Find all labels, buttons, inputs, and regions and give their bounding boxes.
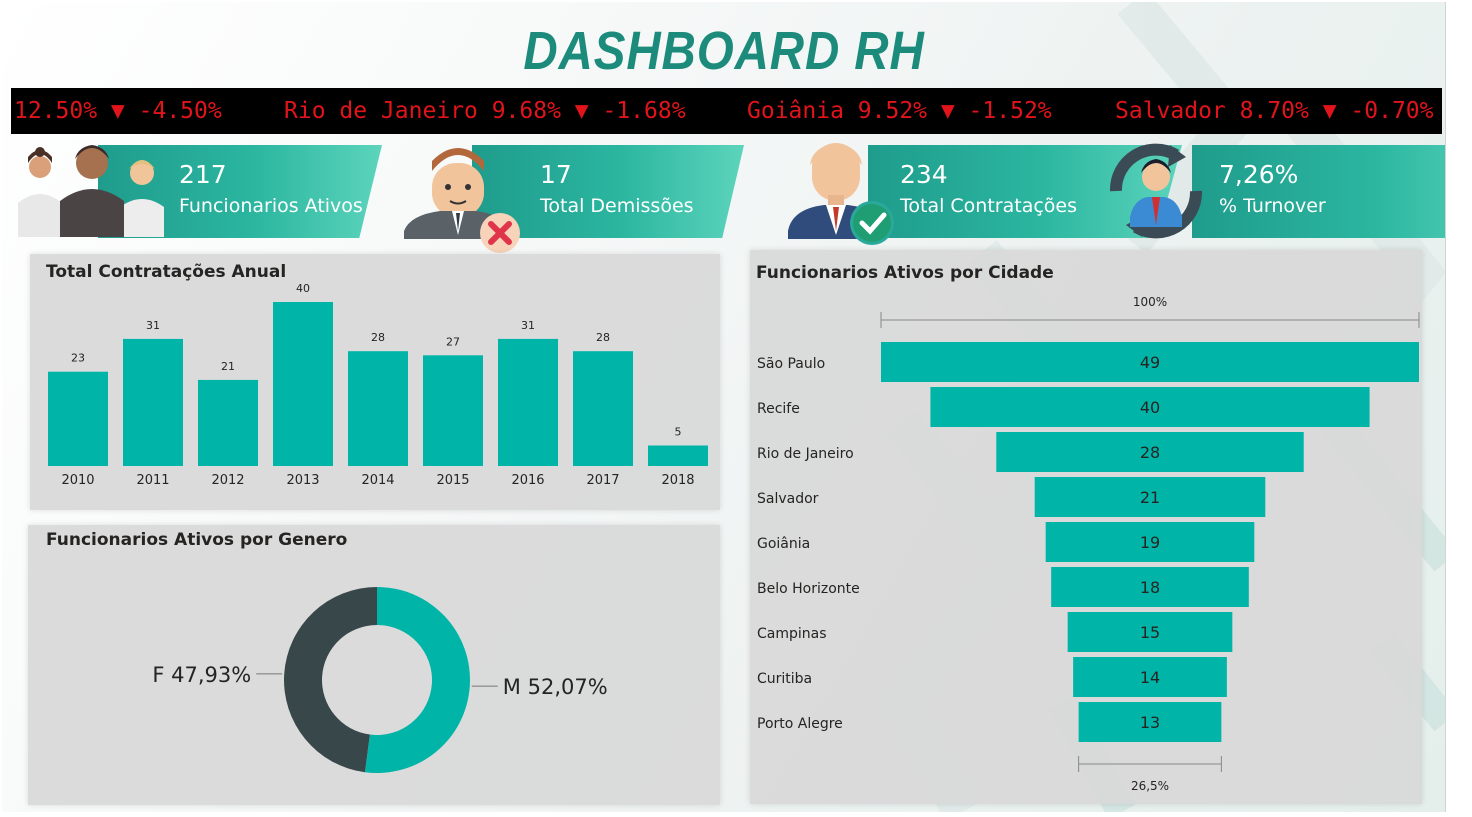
funnel-data-label: 18 (1140, 578, 1160, 597)
bar-data-label: 28 (596, 331, 610, 344)
x-tick-label: 2011 (136, 473, 169, 488)
kpi-label: Total Demissões (540, 195, 694, 217)
bar-2010 (48, 371, 108, 466)
x-tick-label: 2010 (61, 473, 94, 488)
kpi-label: % Turnover (1219, 195, 1326, 217)
turnover-cycle-icon (1109, 143, 1203, 239)
funnel-bar-1 (930, 387, 1370, 427)
ticker-item: Rio de Janeiro 9.68% ▼ -1.68% (284, 98, 686, 124)
ticker-item: 12.50% ▼ -4.50% (14, 98, 222, 124)
x-tick-label: 2014 (361, 473, 394, 488)
dismissed-employee-icon (404, 148, 520, 253)
funnel-category-label: Belo Horizonte (757, 581, 860, 597)
funnel-data-label: 19 (1140, 533, 1160, 552)
funnel-bar-5 (1051, 567, 1249, 607)
bar-2013 (273, 302, 333, 466)
hired-employee-icon (788, 143, 894, 245)
bar-data-label: 23 (71, 352, 85, 365)
funnel-bottom-label: 26,5% (1131, 779, 1169, 793)
ticker-item: Goiânia 9.52% ▼ -1.52% (747, 98, 1052, 124)
funnel-data-label: 15 (1140, 623, 1160, 642)
funnel-category-label: Curitiba (757, 671, 812, 687)
kpi-active-employees: 217 Funcionarios Ativos (2, 145, 382, 238)
funnel-top-label: 100% (1133, 295, 1167, 309)
kpi-ticker: 12.50% ▼ -4.50% Rio de Janeiro 9.68% ▼ -… (11, 88, 1442, 134)
x-tick-label: 2017 (586, 473, 619, 488)
funnel-category-label: Recife (757, 401, 800, 417)
bar-data-label: 28 (371, 331, 385, 344)
funnel-category-label: Porto Alegre (757, 716, 843, 732)
funnel-category-label: Rio de Janeiro (757, 446, 854, 462)
funnel-category-label: Campinas (757, 626, 827, 642)
bar-2012 (198, 379, 258, 466)
dashboard-title: DASHBOARD RH (523, 21, 925, 81)
funnel-category-label: Salvador (757, 491, 819, 507)
funnel-category-label: São Paulo (757, 356, 825, 372)
x-tick-label: 2012 (211, 473, 244, 488)
donut-slice-F (284, 587, 377, 773)
x-tick-label: 2013 (286, 473, 319, 488)
funnel-data-label: 28 (1140, 443, 1160, 462)
funnel-category-label: Goiânia (757, 536, 810, 552)
funnel-data-label: 21 (1140, 488, 1160, 507)
funnel-bar-6 (1067, 612, 1233, 652)
funnel-bar-0 (881, 342, 1419, 382)
bar-data-label: 5 (675, 426, 682, 439)
funnel-data-label: 13 (1140, 713, 1160, 732)
kpi-label: Total Contratações (900, 195, 1078, 217)
funnel-data-label: 49 (1140, 353, 1160, 372)
city-funnel-chart: 100% 49 São Paulo 40 Recife 28 Rio de Janeiro 2… (757, 295, 1420, 793)
funnel-bar-4 (1045, 522, 1255, 562)
funnel-data-label: 14 (1140, 668, 1160, 687)
gender-donut-panel: Funcionarios Ativos por Genero M 52,07% F… (28, 525, 720, 805)
kpi-turnover: 7,26% % Turnover (1102, 143, 1445, 239)
x-tick-label: 2018 (661, 473, 694, 488)
donut-slice-label: M 52,07% (503, 675, 608, 699)
ticker-item: Salvador 8.70% ▼ -0.70% (1115, 98, 1434, 124)
bar-data-label: 21 (221, 360, 235, 373)
kpi-hires: 234 Total Contratações (786, 143, 1182, 245)
funnel-bar-7 (1073, 657, 1227, 697)
funnel-data-label: 40 (1140, 398, 1160, 417)
kpi-value: 234 (900, 160, 948, 189)
bar-data-label: 31 (521, 319, 535, 332)
funnel-bar-8 (1078, 702, 1222, 742)
annual-hires-bar-chart: 23 2010 31 2011 21 2012 40 2013 28 2014 27 2015 31 20… (48, 282, 708, 488)
donut-slice-label: F 47,93% (152, 663, 251, 687)
kpi-value: 217 (179, 160, 227, 189)
kpi-dismissals: 17 Total Demissões (402, 145, 744, 253)
donut-slice-M (364, 587, 471, 773)
gender-donut-chart: M 52,07% F 47,93% (152, 587, 608, 773)
kpi-value: 17 (540, 160, 572, 189)
x-tick-label: 2015 (436, 473, 469, 488)
team-people-icon (18, 145, 164, 237)
bar-data-label: 31 (146, 319, 160, 332)
bar-data-label: 27 (446, 335, 460, 348)
bar-data-label: 40 (296, 282, 310, 295)
bar-2018 (648, 445, 708, 466)
dashboard-canvas: DASHBOARD RH 12.50% ▼ -4.50% Rio de Jane… (2, 2, 1446, 812)
bar-2017 (573, 351, 633, 466)
chart-title: Funcionarios Ativos por Cidade (756, 263, 1054, 283)
bar-2014 (348, 351, 408, 466)
city-funnel-panel: Funcionarios Ativos por Cidade 100% 49 São… (750, 250, 1422, 804)
bar-2016 (498, 338, 558, 466)
chart-title: Funcionarios Ativos por Genero (46, 530, 348, 550)
annual-hires-panel: Total Contratações Anual 23 2010 31 2011 21 2… (30, 254, 720, 510)
kpi-label: Funcionarios Ativos (179, 195, 363, 217)
bar-2011 (123, 338, 183, 466)
chart-title: Total Contratações Anual (46, 262, 287, 282)
funnel-bar-2 (996, 432, 1304, 472)
x-tick-label: 2016 (511, 473, 544, 488)
funnel-bar-3 (1034, 477, 1266, 517)
bar-2015 (423, 355, 483, 466)
kpi-value: 7,26% (1219, 160, 1299, 189)
